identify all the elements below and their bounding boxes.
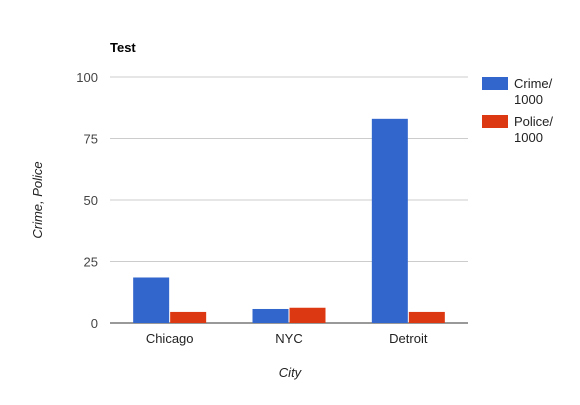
y-axis-label: Crime, Police bbox=[30, 161, 45, 238]
bar-nyc-series-1 bbox=[252, 308, 289, 323]
legend-label: 1000 bbox=[514, 92, 543, 107]
y-tick-label: 0 bbox=[91, 316, 98, 331]
x-axis-ticks: Chicago NYC Detroit bbox=[146, 331, 428, 346]
x-tick-label: Chicago bbox=[146, 331, 194, 346]
bar-detroit-series-2 bbox=[408, 311, 445, 323]
y-axis-ticks: 0 25 50 75 100 bbox=[76, 70, 98, 331]
chart-title: Test bbox=[110, 40, 136, 55]
x-axis-label: City bbox=[279, 365, 303, 380]
bar-detroit-series-1 bbox=[371, 118, 408, 323]
y-tick-label: 75 bbox=[84, 132, 98, 147]
legend-label: Police/ bbox=[514, 114, 553, 129]
legend-swatch bbox=[482, 115, 508, 128]
y-tick-label: 50 bbox=[84, 193, 98, 208]
bar-chicago-series-2 bbox=[170, 311, 207, 323]
legend-label: Crime/ bbox=[514, 76, 553, 91]
bar-chicago-series-1 bbox=[133, 277, 170, 323]
gridlines bbox=[110, 76, 468, 324]
bar-nyc-series-2 bbox=[289, 307, 326, 323]
bars bbox=[133, 118, 445, 323]
y-tick-label: 100 bbox=[76, 70, 98, 85]
x-tick-label: NYC bbox=[275, 331, 302, 346]
legend-label: 1000 bbox=[514, 130, 543, 145]
x-tick-label: Detroit bbox=[389, 331, 428, 346]
legend-swatch bbox=[482, 77, 508, 90]
y-tick-label: 25 bbox=[84, 255, 98, 270]
